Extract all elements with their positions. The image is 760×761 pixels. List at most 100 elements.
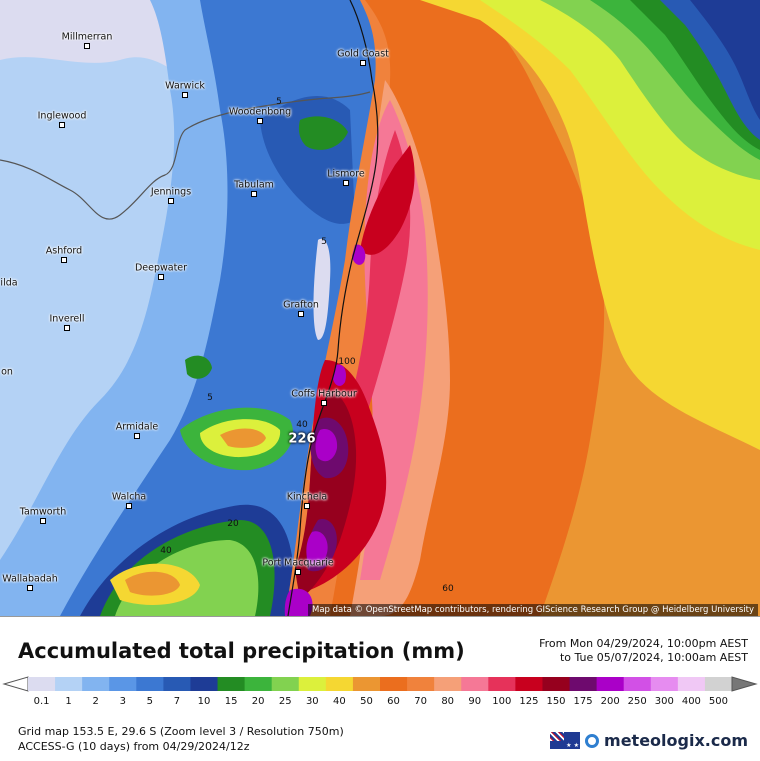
legend-tick-label: 90 xyxy=(468,696,481,707)
place-coffs-harbour: Coffs Harbour xyxy=(291,388,357,400)
contour-label: 40 xyxy=(160,546,172,556)
precipitation-map[interactable]: Millmerran Gold Coast Warwick Inglewood … xyxy=(0,0,760,616)
place-port-macquarie: Port Macquarie xyxy=(262,557,334,569)
place-wallabadah: Wallabadah xyxy=(2,573,58,585)
legend-swatch xyxy=(407,677,435,691)
legend-tick-label: 50 xyxy=(360,696,373,707)
legend-swatch xyxy=(596,677,625,691)
meteologix-logo-icon xyxy=(585,733,600,748)
place-dot xyxy=(257,118,263,124)
place-dot xyxy=(64,325,70,331)
legend-swatch xyxy=(325,677,354,691)
legend-swatch xyxy=(109,677,137,691)
place-dot xyxy=(59,122,65,128)
legend-swatch xyxy=(28,677,56,691)
place-partial-on: on xyxy=(1,366,13,378)
legend-swatch xyxy=(488,677,516,691)
forecast-period: From Mon 04/29/2024, 10:00pm AEST to Tue… xyxy=(539,637,748,665)
place-dot xyxy=(298,311,304,317)
place-jennings: Jennings xyxy=(150,186,192,198)
period-from: From Mon 04/29/2024, 10:00pm AEST xyxy=(539,637,748,650)
grid-info: Grid map 153.5 E, 29.6 S (Zoom level 3 /… xyxy=(18,725,344,738)
legend-swatch xyxy=(677,677,706,691)
legend-tick-label: 70 xyxy=(414,696,427,707)
field-15mm-inverell xyxy=(185,355,212,379)
contour-label: 100 xyxy=(338,357,356,367)
place-walcha: Walcha xyxy=(111,491,147,503)
legend-swatch xyxy=(569,677,598,691)
field-50mm-armidale xyxy=(220,428,266,448)
legend-tick-label: 150 xyxy=(546,696,565,707)
contour-label: 5 xyxy=(207,393,213,403)
legend-swatch xyxy=(271,677,300,691)
legend-tick-label: 60 xyxy=(387,696,400,707)
legend-tick-label: 3 xyxy=(120,696,126,707)
place-gold-coast: Gold Coast xyxy=(337,48,389,60)
legend-tick-label: 7 xyxy=(174,696,180,707)
place-dot xyxy=(321,400,327,406)
place-tamworth: Tamworth xyxy=(19,506,67,518)
legend-tick-label: 80 xyxy=(441,696,454,707)
legend-tick-label: 20 xyxy=(252,696,265,707)
place-deepwater: Deepwater xyxy=(134,262,188,274)
australia-flag-icon xyxy=(550,732,581,749)
legend-swatch xyxy=(136,677,164,691)
legend-tick-label: 5 xyxy=(147,696,153,707)
legend-tick-label: 100 xyxy=(492,696,511,707)
field-125mm-north xyxy=(360,145,415,255)
place-ashford: Ashford xyxy=(45,245,83,257)
legend-swatch xyxy=(82,677,110,691)
place-dot xyxy=(168,198,174,204)
place-grafton: Grafton xyxy=(283,299,319,311)
coastline xyxy=(287,0,379,616)
field-200mm-port xyxy=(306,531,328,565)
place-dot xyxy=(84,43,90,49)
peak-value-label: 226 xyxy=(288,431,316,447)
legend-swatch xyxy=(380,677,408,691)
place-dot xyxy=(61,257,67,263)
map-attribution[interactable]: Map data © OpenStreetMap contributors, r… xyxy=(308,604,758,616)
legend-swatch xyxy=(434,677,462,691)
legend-tick-label: 2 xyxy=(93,696,99,707)
legend-swatch xyxy=(217,677,246,691)
contour-label: 5 xyxy=(276,97,282,107)
legend-tick-label: 200 xyxy=(601,696,620,707)
legend-swatch xyxy=(190,677,219,691)
place-dot xyxy=(304,503,310,509)
place-woodenbong: Woodenbong xyxy=(228,106,292,118)
legend-tick-label: 1 xyxy=(65,696,71,707)
contour-label: 40 xyxy=(296,420,308,430)
legend-tick-label: 30 xyxy=(306,696,319,707)
field-200mm-mid xyxy=(333,364,346,386)
place-tabulam: Tabulam xyxy=(234,179,274,191)
brand[interactable]: meteologix.com xyxy=(550,731,748,750)
legend-swatch xyxy=(55,677,83,691)
legend-tick-label: 10 xyxy=(198,696,211,707)
place-dot xyxy=(158,274,164,280)
place-dot xyxy=(126,503,132,509)
place-dot xyxy=(182,92,188,98)
legend-swatch xyxy=(623,677,652,691)
field-200mm-coffs xyxy=(315,429,338,462)
place-millmerran: Millmerran xyxy=(61,31,113,43)
legend-swatch xyxy=(244,677,273,691)
place-inglewood: Inglewood xyxy=(37,110,87,122)
place-armidale: Armidale xyxy=(115,421,159,433)
place-warwick: Warwick xyxy=(165,80,205,92)
field-low-grafton xyxy=(313,238,331,340)
place-dot xyxy=(134,433,140,439)
legend-tick-label: 400 xyxy=(682,696,701,707)
field-50mm-southwest xyxy=(125,571,180,596)
place-kinchela: Kinchela xyxy=(286,491,328,503)
legend-tick-label: 15 xyxy=(225,696,238,707)
place-dot xyxy=(295,569,301,575)
place-partial-ilda: ilda xyxy=(0,277,18,289)
state-border xyxy=(0,91,371,220)
place-dot xyxy=(27,585,33,591)
field-10mm-east xyxy=(690,0,760,120)
model-info: ACCESS-G (10 days) from 04/29/2024/12z xyxy=(18,740,250,753)
place-inverell: Inverell xyxy=(49,313,85,325)
legend-tick-label: 125 xyxy=(519,696,538,707)
legend-swatch xyxy=(704,677,733,691)
footer: Accumulated total precipitation (mm) Fro… xyxy=(0,616,760,761)
